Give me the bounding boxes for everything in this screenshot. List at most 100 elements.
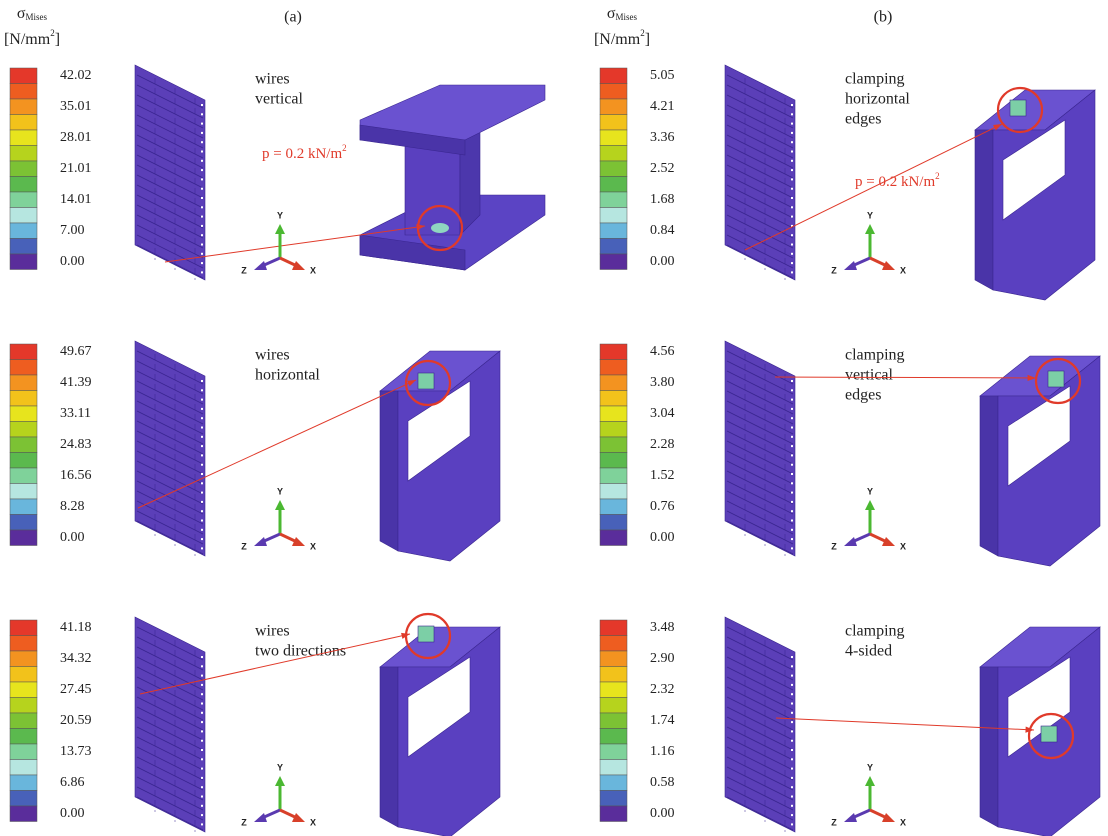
wire-dot (791, 262, 793, 264)
legend-value: 28.01 (60, 130, 92, 145)
caption: horizontal (845, 91, 910, 108)
wire-dot (201, 253, 203, 255)
legend-swatch (600, 453, 627, 469)
caption: vertical (255, 91, 304, 108)
wire-dot (791, 814, 793, 816)
wire-dot (201, 380, 203, 382)
legend-swatch (600, 760, 627, 776)
legend-swatch (600, 775, 627, 791)
wire-dot (791, 408, 793, 410)
legend-swatch (10, 360, 37, 376)
wire-dot (201, 814, 203, 816)
legend-value: 2.90 (650, 651, 675, 666)
column-header: σMises[N/mm2](b) (594, 5, 892, 48)
axis-label-x: X (310, 265, 316, 275)
wire-dot (791, 665, 793, 667)
legend-swatch (600, 682, 627, 698)
axis-z-head (844, 537, 857, 546)
legend-swatch (600, 239, 627, 255)
caption: wires (255, 623, 290, 640)
legend-swatch (10, 177, 37, 193)
panel: 5.054.213.362.521.680.840.00clampinghori… (600, 65, 1095, 300)
wire-dot (201, 721, 203, 723)
column-label: (b) (874, 9, 893, 26)
legend-value: 4.56 (650, 344, 675, 359)
legend-swatch (600, 515, 627, 531)
wire-dot (791, 796, 793, 798)
axis-label-z: Z (241, 541, 247, 551)
caption: wires (255, 71, 290, 88)
wire-dot (201, 206, 203, 208)
column-label: (a) (284, 9, 302, 26)
wire-dot (791, 271, 793, 273)
axis-label-z: Z (831, 541, 837, 551)
axis-z-head (844, 261, 857, 270)
axis-label-x: X (310, 541, 316, 551)
wire-dot (201, 758, 203, 760)
legend-value: 0.00 (60, 530, 85, 545)
wire-dot (791, 529, 793, 531)
legend-swatch (600, 651, 627, 667)
legend-swatch (10, 344, 37, 360)
legend-value: 33.11 (60, 406, 91, 421)
legend-swatch (10, 499, 37, 515)
legend-value: 20.59 (60, 713, 92, 728)
wire-dot (791, 234, 793, 236)
legend-swatch (10, 406, 37, 422)
wire-dot (201, 823, 203, 825)
legend-value: 1.68 (650, 192, 675, 207)
axis-label-y: Y (277, 486, 283, 496)
legend-value: 8.28 (60, 499, 85, 514)
axis-z-head (254, 537, 267, 546)
wire-dot (201, 501, 203, 503)
axis-label-x: X (310, 817, 316, 827)
load-arrow (775, 377, 1036, 378)
wire-dot (201, 777, 203, 779)
legend-title: σMises (17, 5, 48, 22)
legend-swatch (10, 682, 37, 698)
wire-dot (201, 510, 203, 512)
caption: horizontal (255, 367, 320, 384)
wire-dot (791, 132, 793, 134)
legend-swatch (600, 484, 627, 500)
legend-swatch (600, 254, 627, 270)
legend-value: 0.00 (650, 254, 675, 269)
wire-dot (791, 427, 793, 429)
caption: clamping (845, 347, 905, 364)
wire-dot (791, 464, 793, 466)
legend-swatch (10, 713, 37, 729)
legend-swatch (10, 636, 37, 652)
wire-dot (201, 712, 203, 714)
caption: clamping (845, 71, 905, 88)
wire-dot (201, 151, 203, 153)
wall (135, 65, 205, 280)
wire-dot (791, 178, 793, 180)
caption: vertical (845, 367, 894, 384)
legend-swatch (10, 161, 37, 177)
wire-dot (791, 380, 793, 382)
legend-value: 0.58 (650, 775, 675, 790)
legend-swatch (600, 620, 627, 636)
wire-dot (791, 473, 793, 475)
legend-swatch (600, 223, 627, 239)
legend-value: 41.39 (60, 375, 92, 390)
legend-value: 49.67 (60, 344, 92, 359)
wire-dot (201, 104, 203, 106)
wire-dot (201, 464, 203, 466)
legend-value: 27.45 (60, 682, 92, 697)
legend-swatch (600, 791, 627, 807)
legend-swatch (10, 698, 37, 714)
frame-front (975, 130, 993, 290)
legend-swatch (10, 806, 37, 822)
axis-z-head (254, 813, 267, 822)
frame-front (380, 667, 398, 827)
legend-swatch (600, 499, 627, 515)
wire-dot (201, 262, 203, 264)
legend-swatch (600, 636, 627, 652)
legend-value: 2.28 (650, 437, 675, 452)
legend-swatch (10, 208, 37, 224)
wire-dot (201, 454, 203, 456)
legend-swatch (600, 391, 627, 407)
legend-swatch (10, 775, 37, 791)
legend-swatch (10, 530, 37, 546)
